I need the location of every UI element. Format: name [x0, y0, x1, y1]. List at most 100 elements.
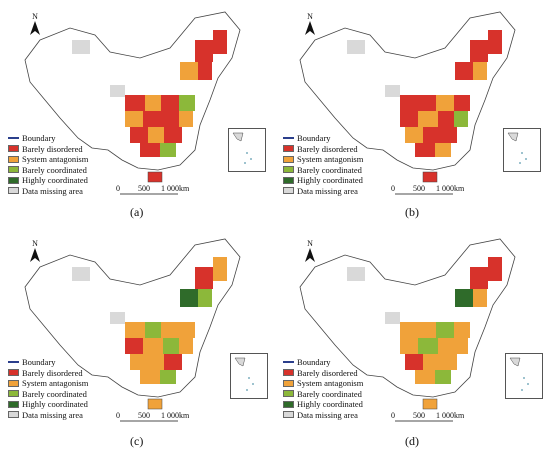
boundary-swatch — [283, 361, 294, 364]
legend-b: Boundary Barely disordered System antago… — [283, 133, 363, 196]
scale-500: 500 — [138, 184, 150, 193]
legend-label: Boundary — [22, 133, 56, 144]
legend-data-missing: Data missing area — [8, 186, 88, 197]
legend-label: Highly coordinated — [297, 175, 363, 186]
legend-d: Boundary Barely disordered System antago… — [283, 357, 363, 420]
scale-500: 500 — [413, 411, 425, 420]
caption-a: (a) — [130, 205, 144, 219]
legend-highly-coordinated: Highly coordinated — [283, 399, 363, 410]
legend-label: Barely disordered — [22, 367, 83, 378]
legend-data-missing: Data missing area — [8, 410, 88, 421]
scale-0: 0 — [116, 184, 120, 193]
north-arrow: N — [30, 239, 40, 264]
scale-0: 0 — [391, 411, 395, 420]
legend-barely-disordered: Barely disordered — [8, 368, 88, 379]
swatch — [283, 411, 294, 419]
panel-c: N Boundary Barely disordered System anta… — [0, 227, 275, 454]
legend-label: Barely coordinated — [22, 388, 87, 399]
hainan-region — [147, 171, 163, 183]
scale-1000: 1 000km — [161, 184, 190, 193]
legend-boundary: Boundary — [8, 133, 88, 144]
legend-system-antagonism: System antagonism — [8, 378, 88, 389]
scale-0: 0 — [116, 411, 120, 420]
legend-c: Boundary Barely disordered System antago… — [8, 357, 88, 420]
swatch — [283, 390, 294, 398]
legend-label: Highly coordinated — [297, 399, 363, 410]
caption-b: (b) — [405, 205, 419, 219]
legend-label: Barely coordinated — [297, 388, 362, 399]
swatch — [8, 176, 19, 184]
legend-barely-coordinated: Barely coordinated — [283, 165, 363, 176]
swatch — [283, 166, 294, 174]
north-arrow-icon — [305, 248, 315, 262]
north-arrow-icon — [30, 248, 40, 262]
boundary-swatch — [8, 137, 19, 140]
scale-1000: 1 000km — [436, 411, 465, 420]
north-arrow-icon — [30, 21, 40, 35]
south-china-sea-inset — [505, 353, 543, 399]
swatch — [8, 379, 19, 387]
region-cluster — [72, 30, 227, 157]
north-arrow: N — [305, 12, 315, 37]
legend-label: Data missing area — [297, 185, 358, 196]
south-china-sea-inset — [228, 128, 266, 172]
legend-label: System antagonism — [22, 378, 89, 389]
swatch — [283, 155, 294, 163]
map-a — [24, 11, 241, 195]
north-arrow-icon — [305, 21, 315, 35]
legend-label: Data missing area — [22, 185, 83, 196]
legend-data-missing: Data missing area — [283, 410, 363, 421]
inset-map — [509, 357, 529, 391]
legend-barely-coordinated: Barely coordinated — [8, 165, 88, 176]
panel-d: N Boundary Barely disordered System anta… — [275, 227, 550, 454]
region-cluster — [72, 257, 227, 384]
legend-label: System antagonism — [22, 154, 89, 165]
north-arrow: N — [30, 12, 40, 37]
scale-500: 500 — [413, 184, 425, 193]
inset-map — [507, 132, 527, 164]
map-b — [299, 11, 516, 195]
hainan-region — [422, 398, 438, 410]
north-label: N — [307, 12, 313, 21]
region-cluster — [347, 257, 502, 384]
boundary-swatch — [283, 137, 294, 140]
swatch — [8, 145, 19, 153]
legend-label: Data missing area — [22, 409, 83, 420]
south-china-sea-inset — [503, 128, 541, 172]
legend-highly-coordinated: Highly coordinated — [8, 399, 88, 410]
swatch — [8, 155, 19, 163]
legend-system-antagonism: System antagonism — [8, 154, 88, 165]
inset-map — [232, 132, 252, 164]
legend-highly-coordinated: Highly coordinated — [283, 175, 363, 186]
legend-barely-disordered: Barely disordered — [283, 144, 363, 155]
swatch — [8, 187, 19, 195]
legend-label: Barely coordinated — [297, 164, 362, 175]
inset-map — [234, 357, 254, 391]
legend-label: System antagonism — [297, 154, 364, 165]
swatch — [283, 176, 294, 184]
north-label: N — [307, 239, 313, 248]
swatch — [283, 369, 294, 377]
panel-a: N Boundary Barely disordered System anta… — [0, 0, 275, 227]
swatch — [8, 411, 19, 419]
north-label: N — [32, 12, 38, 21]
legend-label: Boundary — [297, 133, 331, 144]
swatch — [8, 390, 19, 398]
legend-label: Barely disordered — [297, 143, 358, 154]
legend-a: Boundary Barely disordered System antago… — [8, 133, 88, 196]
legend-label: Boundary — [22, 357, 56, 368]
legend-label: Barely coordinated — [22, 164, 87, 175]
legend-highly-coordinated: Highly coordinated — [8, 175, 88, 186]
legend-label: Data missing area — [297, 409, 358, 420]
legend-system-antagonism: System antagonism — [283, 378, 363, 389]
swatch — [283, 400, 294, 408]
legend-label: Highly coordinated — [22, 175, 88, 186]
scale-1000: 1 000km — [436, 184, 465, 193]
swatch — [8, 166, 19, 174]
legend-barely-disordered: Barely disordered — [283, 368, 363, 379]
legend-barely-coordinated: Barely coordinated — [8, 389, 88, 400]
legend-boundary: Boundary — [283, 357, 363, 368]
legend-boundary: Boundary — [283, 133, 363, 144]
swatch — [283, 187, 294, 195]
hainan-region — [147, 398, 163, 410]
